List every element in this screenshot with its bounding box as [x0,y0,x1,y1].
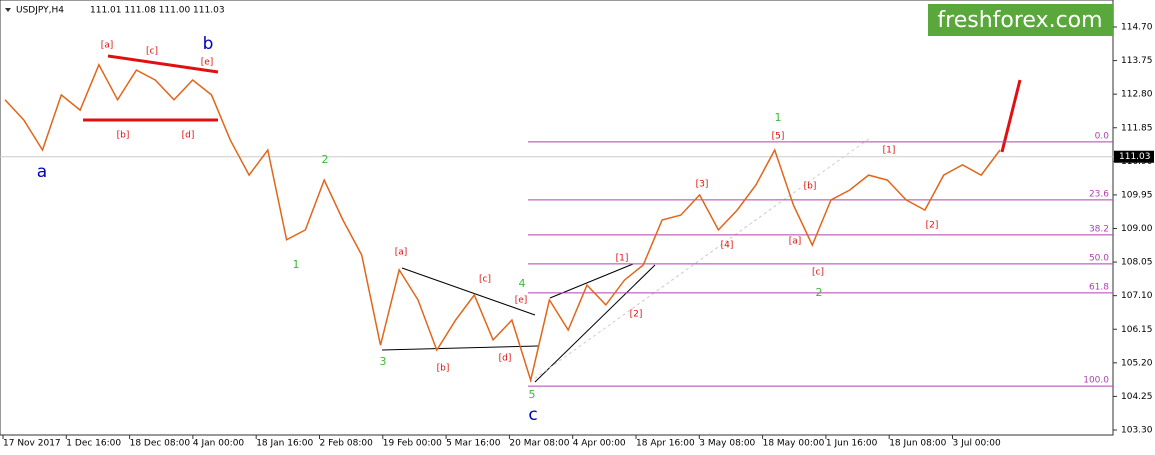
y-tick-label: 105.20 [1121,358,1153,368]
wave-label: 4 [519,277,526,290]
wave-label: 1 [775,111,782,124]
logo-box [928,4,1113,36]
price-box [1114,150,1154,163]
y-tick-label: 109.00 [1121,224,1153,234]
wave-label: 2 [816,286,823,299]
y-tick-label: 114.70 [1121,23,1153,33]
x-tick-label: 1 Jun 16:00 [826,439,878,449]
menu-arrow [5,8,11,12]
quote: 111.01 111.08 111.00 111.03 [90,6,225,16]
wave-label: 5 [529,388,536,401]
fib-label: 100.0 [1083,376,1109,386]
price-line-series [4,63,1001,384]
wave-label: [a] [101,41,114,51]
wave-label: [c] [812,268,824,278]
y-tick-label: 113.75 [1121,56,1153,66]
wave-label: [e] [515,296,528,306]
wave-label: [b] [117,131,130,141]
wave-label: [1] [883,146,896,156]
price-label: 111.03 [1119,152,1151,162]
wave-label: [d] [182,131,195,141]
trend-line [534,264,656,383]
forecast-arrow [1000,79,1022,153]
wave-label: [a] [789,237,802,247]
trend-line [381,345,539,351]
y-tick-label: 104.25 [1121,392,1153,402]
trend-line [529,137,871,383]
trend-line [549,263,634,299]
wave-label: 1 [293,258,300,271]
y-tick-label: 107.10 [1121,291,1153,301]
y-tick-label: 103.30 [1121,426,1153,436]
wave-label: [2] [630,310,643,320]
x-tick-label: 18 May 00:00 [763,439,825,449]
symbol: USDJPY,H4 [16,6,64,16]
fib-label: 61.8 [1089,282,1109,292]
wave-label: [c] [146,47,158,57]
wave-label: a [37,162,47,182]
y-tick-label: 106.15 [1121,325,1153,335]
y-tick-label: 108.05 [1121,258,1153,268]
wave-label: 2 [322,153,329,166]
wave-label: [2] [926,221,939,231]
wave-label: [3] [696,180,709,190]
x-tick-label: 17 Nov 2017 [3,439,61,449]
wave-label: [1] [616,254,629,264]
x-tick-label: 4 Apr 00:00 [573,439,626,449]
x-tick-label: 18 Jun 08:00 [889,439,946,449]
fib-label: 23.6 [1089,189,1109,199]
fib-label: 0.0 [1095,131,1110,141]
x-tick-label: 20 Mar 08:00 [509,439,569,449]
wave-label: b [203,34,214,54]
wave-label: [c] [479,275,491,285]
trend-line [401,267,536,316]
x-tick-label: 18 Jan 16:00 [256,439,313,449]
x-tick-label: 18 Apr 16:00 [636,439,695,449]
triangle-lines [381,137,871,383]
fib-label: 38.2 [1089,224,1109,234]
trend-line [107,54,219,74]
wave-label: [a] [395,248,408,258]
wave-label: [d] [499,354,512,364]
x-tick-label: 3 May 08:00 [699,439,755,449]
wave-label: 3 [380,355,387,368]
x-tick-label: 4 Jan 00:00 [193,439,245,449]
x-tick-label: 1 Dec 16:00 [66,439,121,449]
x-tick-label: 19 Feb 00:00 [383,439,442,449]
y-tick-label: 111.85 [1121,123,1153,133]
wave-label: [e] [201,58,214,68]
wave-label: [5] [772,132,785,142]
x-tick-label: 2 Feb 08:00 [320,439,374,449]
wave-label: [4] [721,241,734,251]
logo: freshforex.com [937,8,1102,33]
wave-label: [b] [804,182,817,192]
y-tick-label: 112.80 [1121,90,1153,100]
wave-lines [83,54,1022,153]
wave-label: c [528,405,537,425]
fib-label: 50.0 [1089,253,1109,263]
x-tick-label: 18 Dec 08:00 [130,439,191,449]
wave-label: [b] [437,364,450,374]
x-tick-label: 5 Mar 16:00 [446,439,501,449]
x-tick-label: 3 Jul 00:00 [953,439,1002,449]
y-tick-label: 109.95 [1121,190,1153,200]
